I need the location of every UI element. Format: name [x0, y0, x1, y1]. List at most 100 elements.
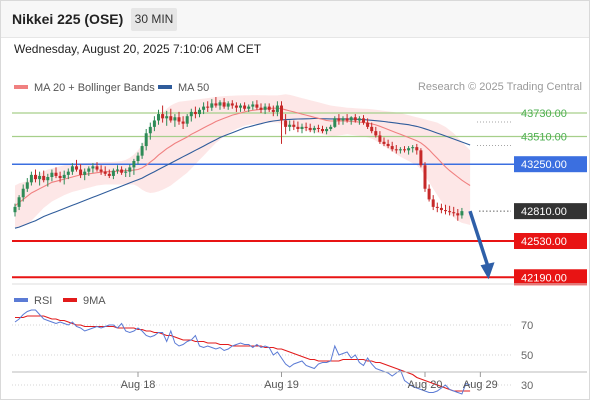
candle-body [312, 127, 316, 131]
candle-body [214, 103, 218, 106]
candle-body [140, 146, 144, 156]
candle-body [370, 126, 374, 132]
candle-body [58, 175, 62, 179]
candle-body [337, 118, 341, 121]
forecast-arrow-shaft [468, 210, 490, 266]
candle-body [275, 105, 279, 112]
candle-body [218, 102, 222, 106]
candle-body [444, 210, 447, 212]
candle-body [374, 131, 378, 136]
current-price-label: 42810.00 [521, 206, 567, 218]
candle-body [38, 175, 42, 180]
candle-body [13, 206, 17, 213]
candle-body [325, 129, 329, 132]
candle-body [267, 106, 271, 110]
rsi-legend-label-1: RSI [34, 295, 52, 307]
candle-body [362, 118, 365, 123]
x-tick-label-2: Aug 19 [264, 379, 299, 391]
candle-body [198, 109, 201, 115]
ma50-line [14, 117, 471, 229]
research-credit: Research © 2025 Trading Central [417, 81, 582, 93]
candle-body [415, 147, 419, 151]
candle-body [300, 126, 304, 129]
header-bar: Nikkei 225 (OSE) 30 MIN [1, 1, 589, 38]
candle-body [91, 166, 95, 169]
candle-body [234, 105, 238, 108]
support-label-4: 42530.00 [521, 236, 567, 248]
candle-body [329, 126, 333, 129]
ma20-line [14, 107, 471, 207]
candle-body [42, 175, 46, 181]
candle-body [193, 111, 197, 115]
candle-body [46, 177, 50, 181]
candle-body [128, 167, 132, 172]
candle-body [243, 105, 247, 109]
candle-body [157, 114, 160, 121]
timeframe-button[interactable]: 30 MIN [131, 8, 177, 31]
candle-body [189, 111, 193, 117]
support-badge-5 [514, 269, 587, 286]
candle-body [292, 124, 296, 127]
candle-body [144, 133, 148, 147]
candle-body [25, 182, 29, 189]
legend-swatch-1 [14, 85, 28, 89]
candle-body [394, 149, 398, 151]
candle-body [403, 149, 406, 151]
candle-body [423, 165, 427, 189]
candle-body [271, 109, 275, 112]
candle-body [251, 104, 255, 107]
current-price-badge [514, 203, 587, 220]
candle-body [202, 106, 206, 110]
support-label-5: 42190.00 [521, 272, 567, 284]
candle-body [357, 118, 361, 121]
candle-body [321, 129, 324, 132]
resistance-label-0: 43730.00 [521, 108, 567, 120]
candle-body [288, 124, 292, 127]
candle-body [120, 169, 124, 173]
rsi-line [14, 309, 471, 395]
candle-body [222, 102, 226, 107]
candle-body [210, 103, 214, 108]
candle-body [304, 126, 308, 128]
candle-body [103, 171, 107, 174]
x-tick-label-1: Aug 18 [121, 379, 156, 391]
candle-body [296, 126, 300, 129]
candle-body [448, 211, 452, 213]
resistance-label-1: 43510.00 [521, 131, 567, 143]
candle-body [366, 122, 370, 127]
instrument-title: Nikkei 225 (OSE) [12, 11, 124, 27]
rsi-ma-line [15, 315, 471, 392]
candle-body [21, 188, 25, 198]
candle-body [427, 188, 431, 200]
candle-body [70, 166, 74, 172]
candle-body [378, 135, 382, 142]
candle-body [419, 150, 423, 166]
candle-body [95, 166, 99, 170]
rsi-tick-30: 30 [521, 380, 533, 392]
legend-label-2: MA 50 [178, 82, 209, 94]
candle-body [62, 174, 66, 179]
candle-body [316, 127, 320, 129]
candle-body [411, 147, 415, 149]
candle-body [165, 116, 169, 119]
candle-body [407, 148, 411, 151]
candle-body [177, 117, 181, 122]
candle-body [333, 118, 337, 127]
candle-body [341, 118, 345, 121]
candle-body [132, 161, 136, 168]
candle-body [452, 212, 456, 214]
legend-swatch-2 [158, 85, 172, 89]
candle-body [17, 197, 21, 207]
candle-body [116, 169, 119, 171]
candle-body [152, 120, 156, 127]
candle-body [169, 116, 173, 121]
candle-body [345, 118, 349, 121]
legend-label-1: MA 20 + Bollinger Bands [34, 82, 155, 94]
rsi-legend-label-2: 9MA [83, 295, 106, 307]
candle-body [226, 103, 230, 107]
candle-body [456, 213, 460, 216]
candle-body [111, 170, 115, 176]
candle-body [280, 105, 283, 121]
